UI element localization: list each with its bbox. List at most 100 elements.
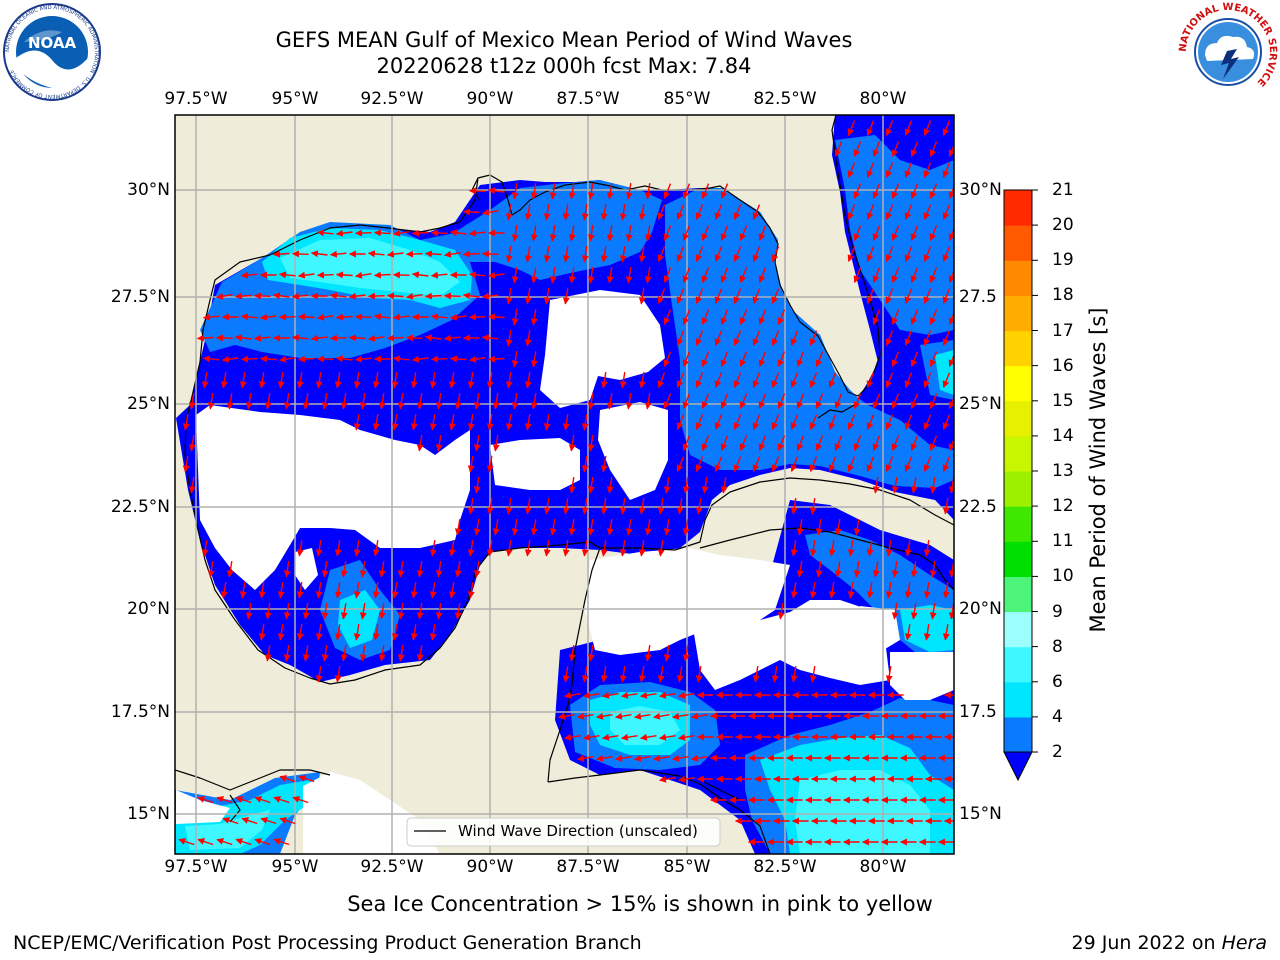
wave-direction-arrow: [201, 539, 209, 557]
wave-direction-arrow: [581, 497, 589, 515]
wave-direction-arrow: [942, 372, 951, 389]
wave-direction-arrow: [638, 203, 646, 221]
wave-direction-arrow: [577, 754, 594, 762]
wave-direction-arrow: [695, 246, 704, 263]
x-tick-bottom: 90°W: [466, 857, 514, 877]
wave-direction-arrow: [424, 334, 442, 342]
wave-direction-arrow: [891, 267, 900, 284]
wave-direction-arrow: [581, 413, 589, 431]
wave-direction-arrow: [771, 288, 780, 305]
wave-direction-arrow: [454, 602, 462, 620]
wave-direction-arrow: [676, 246, 685, 263]
wave-direction-arrow: [606, 476, 614, 494]
wave-direction-arrow: [929, 141, 938, 158]
colorbar-segment: [1004, 681, 1032, 718]
wave-direction-arrow: [220, 371, 228, 389]
wave-direction-arrows: [178, 120, 954, 846]
wave-direction-arrow: [691, 754, 708, 762]
wave-direction-arrow: [929, 309, 938, 326]
svg-text:NOAA: NOAA: [28, 34, 77, 52]
colorbar-tick-label: 18: [1052, 285, 1074, 306]
wave-direction-arrow: [739, 225, 748, 242]
wave-direction-arrow: [678, 691, 695, 699]
wave-direction-arrow: [847, 162, 856, 179]
wave-direction-arrow: [321, 644, 329, 662]
wave-direction-arrow: [796, 560, 804, 578]
wave-direction-arrow: [405, 334, 423, 342]
wave-direction-arrow: [226, 392, 234, 410]
y-tick-left: 25°N: [127, 394, 170, 414]
colorbar-segment: [1004, 400, 1032, 437]
wave-direction-arrow: [695, 497, 703, 515]
wave-direction-arrow: [847, 539, 855, 557]
wave-direction-arrow: [676, 665, 684, 683]
wave-direction-arrow: [948, 269, 954, 284]
wave-direction-arrow: [543, 203, 551, 221]
wave-direction-arrow: [581, 665, 589, 683]
wave-direction-arrow: [634, 754, 651, 762]
wave-direction-arrow: [866, 456, 875, 473]
wave-direction-arrow: [653, 754, 670, 762]
x-tick-top: 95°W: [271, 89, 319, 109]
wave-direction-arrow: [335, 229, 353, 237]
wave-direction-arrow: [676, 372, 685, 389]
wave-direction-arrow: [809, 581, 817, 599]
wave-direction-arrow: [391, 413, 399, 431]
colorbar-tick-label: 12: [1052, 496, 1074, 517]
wave-direction-arrow: [329, 250, 347, 258]
wave-direction-arrow: [196, 334, 214, 342]
wave-direction-arrow: [524, 329, 532, 347]
wave-direction-arrow: [279, 775, 296, 783]
wave-direction-arrow: [923, 539, 931, 557]
wave-direction-arrow: [411, 271, 429, 279]
wave-direction-arrow: [264, 602, 272, 620]
x-tick-top: 87.5°W: [556, 89, 620, 109]
y-tick-right: 22.5: [959, 497, 997, 517]
wave-direction-arrow: [397, 644, 405, 662]
wave-direction-arrow: [929, 393, 938, 410]
wave-direction-arrow: [948, 395, 954, 410]
wave-direction-arrow: [847, 414, 856, 431]
wave-direction-arrow: [240, 355, 258, 363]
wave-direction-arrow: [487, 271, 505, 279]
wave-direction-arrow: [701, 183, 710, 200]
wave-direction-arrow: [410, 413, 418, 431]
wave-direction-arrow: [430, 271, 448, 279]
wave-direction-arrow: [714, 414, 723, 431]
wave-direction-arrow: [524, 539, 532, 557]
wave-direction-arrow: [910, 435, 919, 452]
wave-direction-arrow: [720, 183, 729, 200]
wave-direction-arrow: [815, 435, 824, 452]
wave-direction-arrow: [188, 434, 196, 452]
wave-direction-arrow: [758, 309, 767, 326]
wave-direction-arrow: [872, 183, 881, 200]
wave-direction-arrow: [568, 644, 576, 662]
wave-direction-arrow: [695, 665, 703, 683]
wave-direction-arrow: [815, 393, 824, 410]
wave-direction-arrow: [435, 602, 443, 620]
wave-direction-arrow: [372, 413, 380, 431]
wave-direction-arrow: [334, 665, 342, 683]
wave-direction-arrow: [273, 838, 290, 846]
wave-direction-arrow: [202, 313, 220, 321]
wave-direction-arrow: [273, 796, 290, 804]
wave-direction-arrow: [473, 476, 481, 494]
wave-direction-arrow: [259, 355, 277, 363]
wave-direction-arrow: [372, 623, 380, 641]
wave-direction-arrow: [659, 691, 676, 699]
wave-direction-arrow: [207, 392, 215, 410]
wave-direction-arrow: [188, 476, 196, 494]
x-tick-top: 82.5°W: [753, 89, 817, 109]
wave-direction-arrow: [682, 393, 691, 410]
colorbar-segment: [1004, 506, 1032, 542]
wave-direction-arrow: [752, 330, 761, 347]
wave-direction-arrow: [600, 665, 608, 683]
wave-direction-arrow: [809, 539, 817, 557]
wave-direction-arrow: [260, 817, 277, 825]
wave-direction-arrow: [771, 665, 779, 683]
wave-direction-arrow: [853, 560, 861, 578]
wave-direction-arrow: [234, 292, 252, 300]
x-tick-bottom: 87.5°W: [556, 857, 620, 877]
wave-direction-arrow: [885, 288, 894, 305]
y-tick-left: 20°N: [127, 599, 170, 619]
